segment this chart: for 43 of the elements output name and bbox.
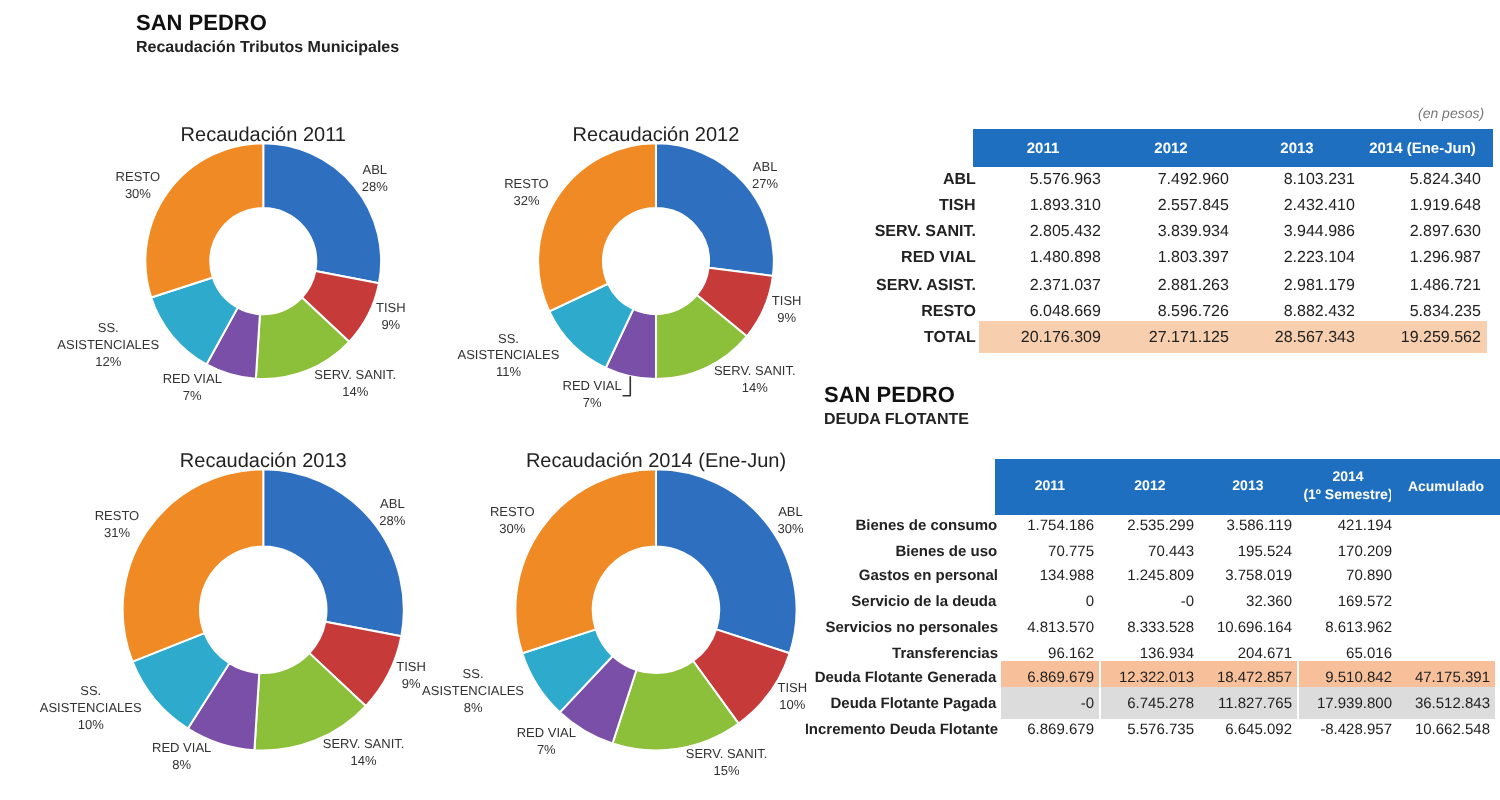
chart-title: Recaudación 2014 (Ene-Jun) [525, 451, 787, 474]
text: 7.492.960 [1157, 170, 1229, 188]
text: 20.176.309 [1020, 328, 1101, 346]
category-label: TOTAL [923, 328, 976, 346]
text: SAN PEDRO [136, 12, 268, 36]
text: 2.881.263 [1157, 276, 1229, 294]
text: 19.259.562 [1400, 328, 1481, 346]
text: 28.567.343 [1274, 328, 1355, 346]
text: 1.919.648 [1409, 196, 1481, 214]
chart-title: Recaudación 2011 [180, 125, 347, 148]
text: 2.223.104 [1283, 248, 1355, 266]
text: 2.805.432 [1029, 222, 1101, 240]
text: Recaudación Tributos Municipales [136, 38, 401, 56]
text: 5.824.340 [1409, 170, 1481, 188]
text: 1.296.987 [1409, 248, 1481, 266]
text: 1.893.310 [1029, 196, 1101, 214]
chart-title: Recaudación 2013 [179, 451, 348, 474]
text: 27.171.125 [1148, 328, 1229, 346]
category-label: ABL [942, 170, 976, 188]
text: DEUDA FLOTANTE [824, 410, 971, 428]
chart-title: Recaudación 2012 [572, 125, 741, 148]
text: 1.486.721 [1409, 276, 1481, 294]
text: 3.839.934 [1157, 222, 1229, 240]
text: 8.596.726 [1157, 302, 1229, 320]
text: 1.480.898 [1029, 248, 1101, 266]
text: SAN PEDRO [824, 384, 956, 408]
category-label: RESTO [921, 302, 976, 320]
text: 2.557.845 [1157, 196, 1229, 214]
text: 2.432.410 [1283, 196, 1355, 214]
text: 1.803.397 [1157, 248, 1229, 266]
text: 2.981.179 [1283, 276, 1355, 294]
text: 8.882.432 [1283, 302, 1355, 320]
text: 2.897.630 [1409, 222, 1481, 240]
category-label: TISH [939, 196, 976, 214]
category-label: RED VIAL [901, 248, 976, 266]
text: 6.048.669 [1029, 302, 1101, 320]
category-label: SERV. ASIST. [876, 276, 976, 294]
text: 3.944.986 [1283, 222, 1355, 240]
text: 5.576.963 [1029, 170, 1101, 188]
category-label: SERV. SANIT. [874, 222, 976, 240]
text: 2.371.037 [1029, 276, 1101, 294]
text: 5.834.235 [1409, 302, 1481, 320]
text: 8.103.231 [1283, 170, 1355, 188]
